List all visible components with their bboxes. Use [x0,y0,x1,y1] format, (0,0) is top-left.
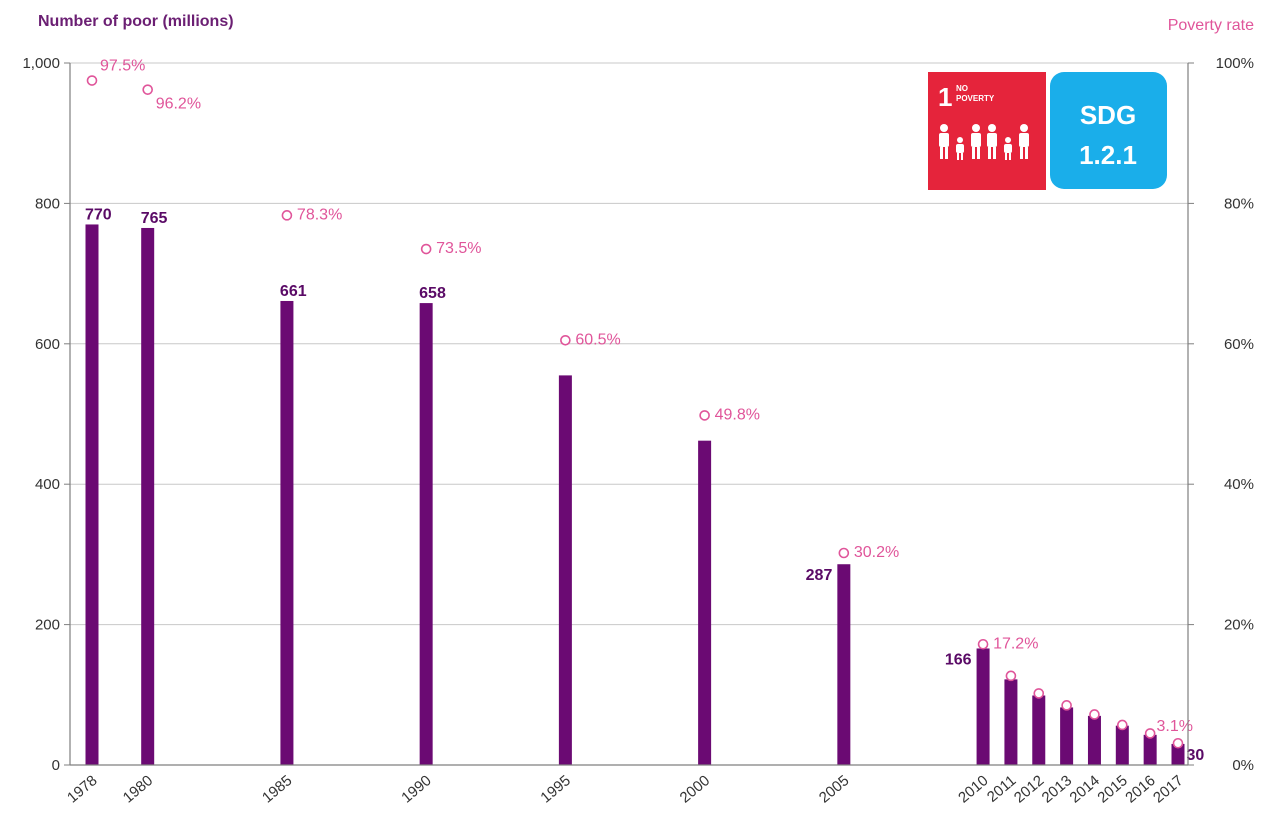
sdg-goal-1-logo: 1 NO POVERTY [928,72,1046,190]
bar-2014 [1087,715,1101,765]
sdg-badge-line2: 1.2.1 [1079,140,1137,170]
right-axis-ticks: 0% 20% 40% 60% 80% 100% [1188,55,1254,774]
left-tick-label: 400 [35,476,60,493]
left-axis-title: Number of poor (millions) [38,13,234,30]
rate-point-1995 [560,334,571,346]
rate-label-2010: 17.2% [993,635,1038,652]
rate-point-2014 [1089,709,1100,720]
x-tick-label-2005: 2005 [816,772,852,806]
bar-2017 [1171,743,1185,765]
rate-point-2010 [977,638,989,650]
family-icon [939,124,1029,160]
x-tick-label-2010: 2010 [955,772,991,806]
bar-2011 [1004,679,1018,765]
x-tick-label-2013: 2013 [1039,772,1075,806]
rate-label-1995: 60.5% [575,331,620,348]
sdg-indicator-badge: SDG 1.2.1 [1050,72,1167,189]
left-tick-label: 1,000 [22,55,60,72]
x-tick-label-1985: 1985 [259,772,295,806]
bar-1985 [280,300,294,765]
goal-title-line1: NO [956,84,968,93]
rate-label-2000: 49.8% [715,406,760,423]
rate-point-1985 [281,210,293,221]
left-tick-label: 200 [35,617,60,634]
x-tick-label-2016: 2016 [1122,772,1158,806]
bar-2015 [1115,725,1129,765]
rate-point-2017 [1172,737,1184,749]
rate-label-2017: 3.1% [1157,718,1193,735]
rate-point-2011 [1005,670,1017,682]
rate-series: 97.5% 96.2% 78.3% 73.5% 60.5% 49.8% 30.2% 17.2%… [86,58,1193,749]
rate-point-2013 [1061,700,1072,711]
rate-point-2016 [1144,728,1156,739]
rate-point-2005 [838,547,850,559]
x-tick-label-1995: 1995 [537,772,573,806]
x-tick-label-2000: 2000 [677,772,713,806]
bar-2013 [1060,707,1074,765]
right-tick-label: 80% [1224,195,1254,212]
left-tick-label: 0 [52,757,60,774]
bar-2010 [976,648,990,765]
left-tick-label: 600 [35,336,60,353]
right-tick-label: 20% [1224,617,1254,634]
rate-point-2012 [1033,688,1045,699]
rate-label-1985: 78.3% [297,206,342,223]
bar-label-1985: 661 [280,283,307,300]
bar-1980 [141,227,155,766]
bar-label-2010: 166 [945,651,972,668]
right-tick-label: 0% [1232,757,1254,774]
x-tick-label-2012: 2012 [1011,772,1047,806]
x-axis-ticks: 1978 1980 1985 1990 1995 2000 2005 201020112012… [64,772,1186,806]
rate-point-2000 [699,410,710,421]
x-tick-label-2017: 2017 [1150,772,1186,806]
x-tick-label-1978: 1978 [64,772,100,806]
sdg-badge-tile [1050,72,1167,189]
rate-point-1978 [86,75,98,86]
rate-point-1990 [420,243,432,255]
bar-1990 [419,303,433,765]
bar-label-1990: 658 [419,285,446,302]
goal-number: 1 [938,82,952,112]
x-tick-label-2011: 2011 [984,772,1020,806]
bar-series: 770 765 661 658 287 166 30 [85,206,1205,766]
rate-label-2005: 30.2% [854,544,899,561]
bar-label-2017: 30 [1187,747,1205,764]
right-axis-title: Poverty rate [1168,17,1254,34]
rate-point-1980 [142,84,153,95]
bar-1978 [85,224,99,765]
bar-2012 [1032,695,1046,765]
bar-label-1980: 765 [141,210,168,227]
x-tick-label-1980: 1980 [120,772,156,806]
left-axis-ticks: 0 200 400 600 800 1,000 [22,55,70,774]
bar-1995 [558,375,572,765]
x-tick-label-2014: 2014 [1067,772,1103,806]
x-tick-label-2015: 2015 [1094,772,1130,806]
rate-label-1980: 96.2% [156,96,201,113]
right-tick-label: 60% [1224,336,1254,353]
rate-label-1990: 73.5% [436,240,481,257]
rate-label-1978: 97.5% [100,58,145,75]
bar-2005 [837,564,851,765]
sdg-badge-line1: SDG [1080,100,1136,130]
right-tick-label: 100% [1216,55,1254,72]
bar-2000 [698,440,712,765]
goal-title-line2: POVERTY [956,94,995,103]
right-tick-label: 40% [1224,476,1254,493]
x-tick-label-1990: 1990 [398,772,434,806]
rate-point-2015 [1117,719,1128,731]
bar-label-1978: 770 [85,206,112,223]
bar-label-2005: 287 [806,567,833,584]
gridlines [70,62,1188,626]
bar-2016 [1143,734,1157,765]
left-tick-label: 800 [35,195,60,212]
